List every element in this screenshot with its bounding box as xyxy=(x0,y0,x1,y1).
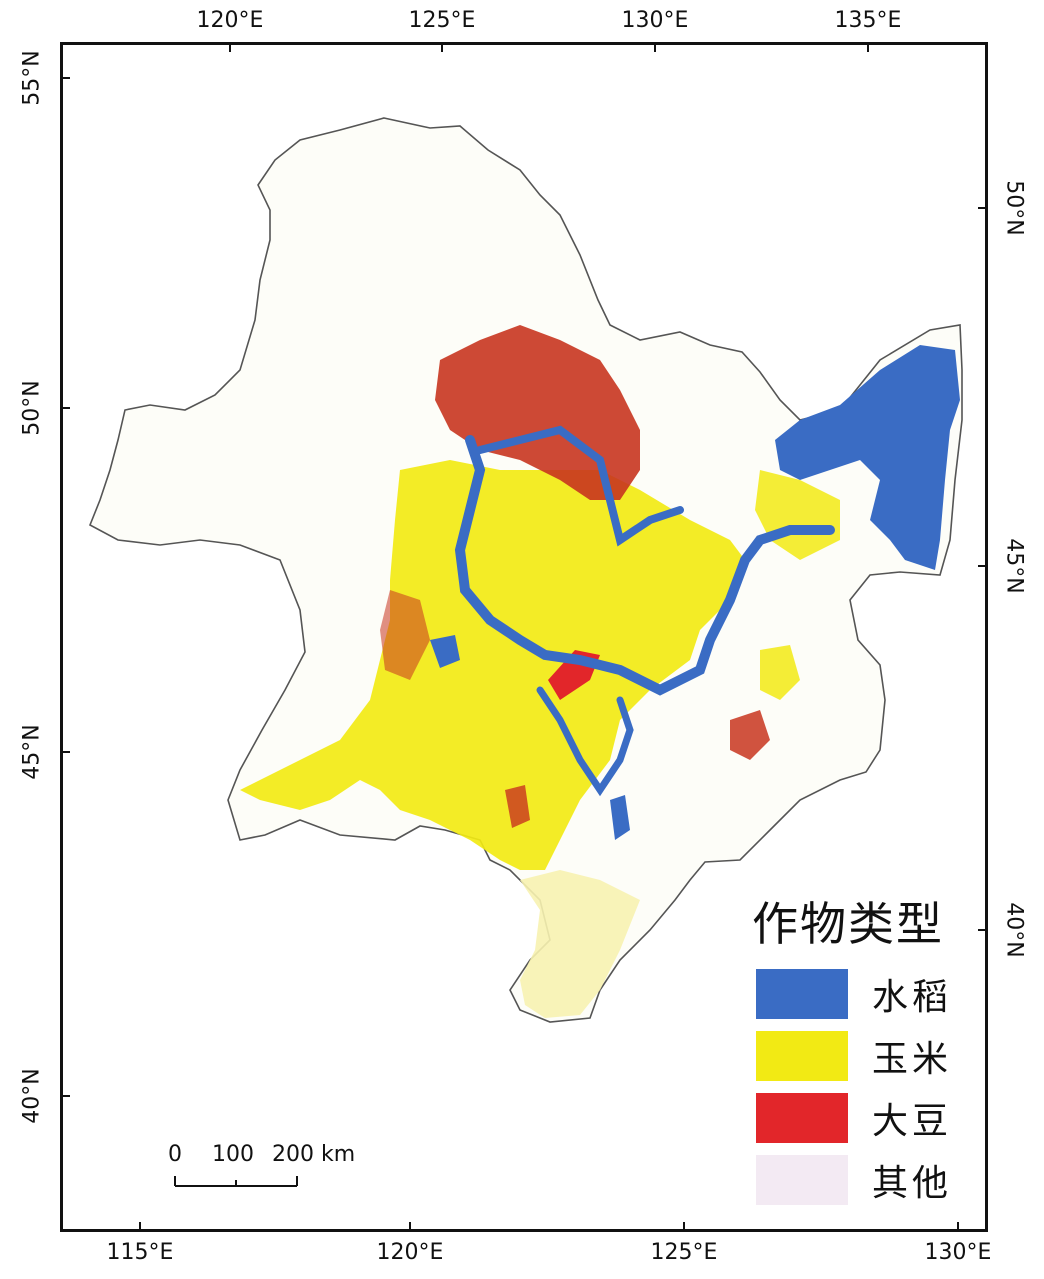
top-tick-135e: 135°E xyxy=(834,8,902,33)
legend-label-soybean: 大豆 xyxy=(872,1101,953,1142)
legend-swatch-corn xyxy=(756,1031,848,1081)
soybean-area-east xyxy=(730,710,770,760)
legend-swatch-soybean xyxy=(756,1093,848,1143)
legend-item-other: 其他 xyxy=(756,1154,952,1206)
rice-river-nen xyxy=(476,425,684,547)
top-tick-130e: 130°E xyxy=(621,8,689,33)
bottom-tick-130e: 130°E xyxy=(924,1240,992,1265)
scale-bar xyxy=(174,1176,298,1187)
scale-label-0: 0 xyxy=(168,1142,182,1167)
graticule-ticks xyxy=(60,42,988,1232)
legend-swatch-other xyxy=(756,1155,848,1205)
scale-label-100: 100 xyxy=(212,1142,254,1167)
legend-label-other: 其他 xyxy=(872,1163,953,1204)
legend-label-corn: 玉米 xyxy=(872,1039,953,1080)
rice-patch-west xyxy=(430,635,460,668)
corn-area-east xyxy=(760,645,800,700)
soybean-area-south xyxy=(505,785,530,828)
rice-patch-south xyxy=(610,795,630,840)
rice-river-liao xyxy=(536,686,634,797)
soybean-area-west xyxy=(380,590,430,680)
rice-area-sanjiang xyxy=(775,345,960,570)
bottom-tick-125e: 125°E xyxy=(650,1240,718,1265)
scale-label-200: 200 km xyxy=(272,1142,356,1167)
legend-item-corn: 玉米 xyxy=(756,1030,952,1082)
legend-title: 作物类型 xyxy=(752,897,944,951)
bottom-tick-120e: 120°E xyxy=(376,1240,444,1265)
corn-area xyxy=(240,460,745,870)
bottom-tick-115e: 115°E xyxy=(106,1240,174,1265)
corn-area-south xyxy=(520,870,640,1018)
legend-swatch-rice xyxy=(756,969,848,1019)
legend-item-rice: 水稻 xyxy=(756,968,952,1020)
legend-label-rice: 水稻 xyxy=(872,977,953,1018)
top-tick-120e: 120°E xyxy=(196,8,264,33)
rice-river-songhua xyxy=(454,435,835,696)
legend-item-soybean: 大豆 xyxy=(756,1092,952,1144)
top-tick-125e: 125°E xyxy=(408,8,476,33)
